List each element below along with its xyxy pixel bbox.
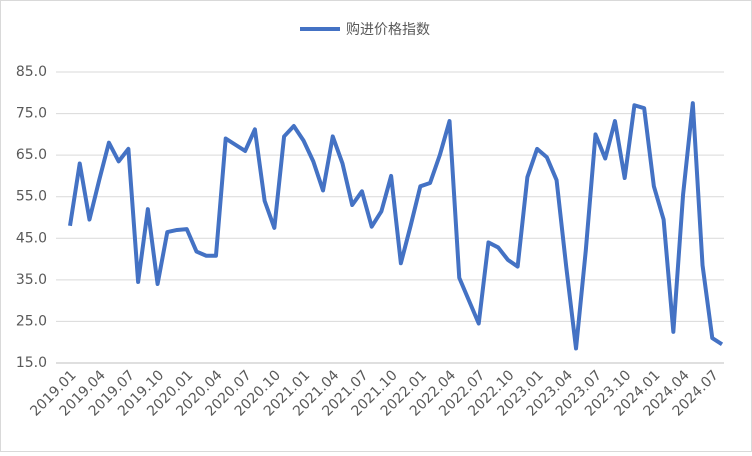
data-line (68, 101, 724, 351)
y-tick-label: 85.0 (16, 64, 47, 80)
y-tick-label: 65.0 (16, 147, 47, 163)
y-tick-label: 45.0 (16, 230, 47, 246)
y-tick-label: 55.0 (16, 189, 47, 205)
y-tick-label: 35.0 (16, 272, 47, 288)
y-tick-label: 25.0 (16, 313, 47, 329)
y-tick-label: 15.0 (16, 355, 47, 371)
y-tick-label: 75.0 (16, 106, 47, 122)
legend-label: 购进价格指数 (346, 22, 430, 38)
